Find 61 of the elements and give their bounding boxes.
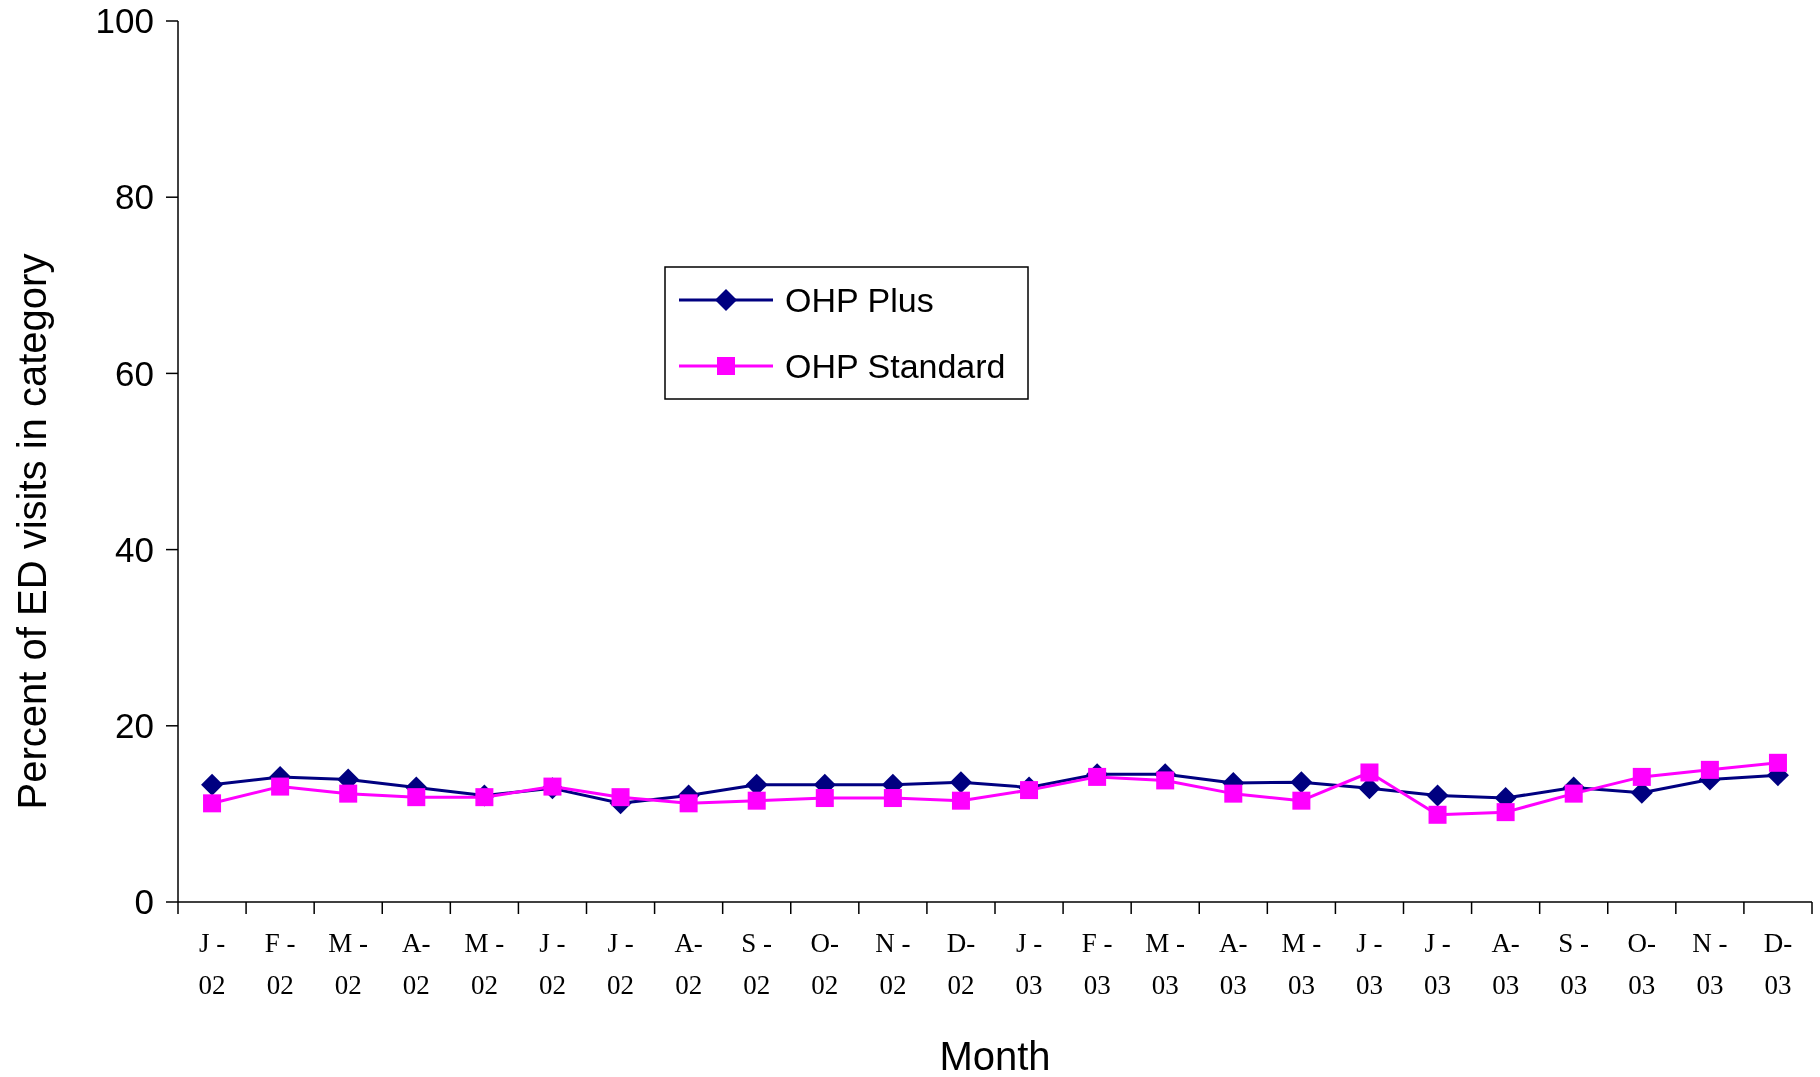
point (1632, 767, 1651, 786)
point (747, 791, 766, 810)
point (1768, 753, 1787, 772)
x-tick-label: J - 02 (607, 928, 635, 1000)
x-tick-label: A- 03 (1219, 928, 1248, 1000)
x-axis-title: Month (939, 1034, 1051, 1077)
x-tick-label: J - 02 (538, 928, 566, 1000)
point (1292, 791, 1311, 810)
x-tick-label: M - 02 (464, 928, 505, 1000)
point (1564, 784, 1583, 803)
x-tick-label: N - 02 (875, 928, 911, 1000)
point (1496, 803, 1515, 822)
x-tick-label: O- 02 (810, 928, 840, 1000)
y-tick-label: 80 (115, 177, 154, 217)
x-tick-label: J - 02 (198, 928, 226, 1000)
x-tick-label: J - 03 (1015, 928, 1043, 1000)
point (1224, 784, 1243, 803)
point (951, 791, 970, 810)
point (543, 777, 562, 796)
x-tick-label: O- 03 (1627, 928, 1657, 1000)
x-tick-label: J - 03 (1355, 928, 1383, 1000)
point (339, 784, 358, 803)
x-tick-label: N - 03 (1692, 928, 1728, 1000)
x-tick-label: A- 03 (1491, 928, 1520, 1000)
point (1360, 763, 1379, 782)
x-tick-label: J - 03 (1424, 928, 1452, 1000)
point (203, 794, 222, 813)
y-tick-label: 0 (134, 882, 154, 922)
point (1290, 771, 1313, 794)
y-tick-label: 40 (115, 529, 154, 569)
x-tick-label: F - 02 (264, 928, 296, 1000)
point (1020, 781, 1039, 800)
x-tick-label: M - 03 (1281, 928, 1322, 1000)
point (1426, 784, 1449, 807)
point (475, 788, 494, 807)
y-tick-label: 60 (115, 353, 154, 393)
x-tick-label: S - 03 (1558, 928, 1590, 1000)
x-tick-label: A- 02 (402, 928, 431, 1000)
point (407, 788, 426, 807)
point (611, 788, 630, 807)
point (1700, 760, 1719, 779)
point (1428, 805, 1447, 824)
x-tick-label: M - 02 (328, 928, 369, 1000)
point (1156, 771, 1175, 790)
point (271, 777, 290, 796)
x-tick-label: D- 02 (946, 928, 976, 1000)
x-tick-label: A- 02 (674, 928, 703, 1000)
x-tick-label: F - 03 (1081, 928, 1113, 1000)
point (679, 794, 698, 813)
legend-label: OHP Plus (785, 280, 934, 319)
point (949, 771, 972, 794)
y-tick-label: 100 (95, 1, 154, 41)
point (815, 789, 834, 808)
legend-label: OHP Standard (785, 346, 1006, 385)
y-tick-label: 20 (115, 706, 154, 746)
x-tick-label: M - 03 (1145, 928, 1186, 1000)
point (201, 773, 224, 796)
y-axis-title: Percent of ED visits in category (10, 253, 54, 810)
point (883, 789, 902, 808)
x-tick-label: S - 02 (741, 928, 773, 1000)
x-tick-label: D- 03 (1763, 928, 1793, 1000)
